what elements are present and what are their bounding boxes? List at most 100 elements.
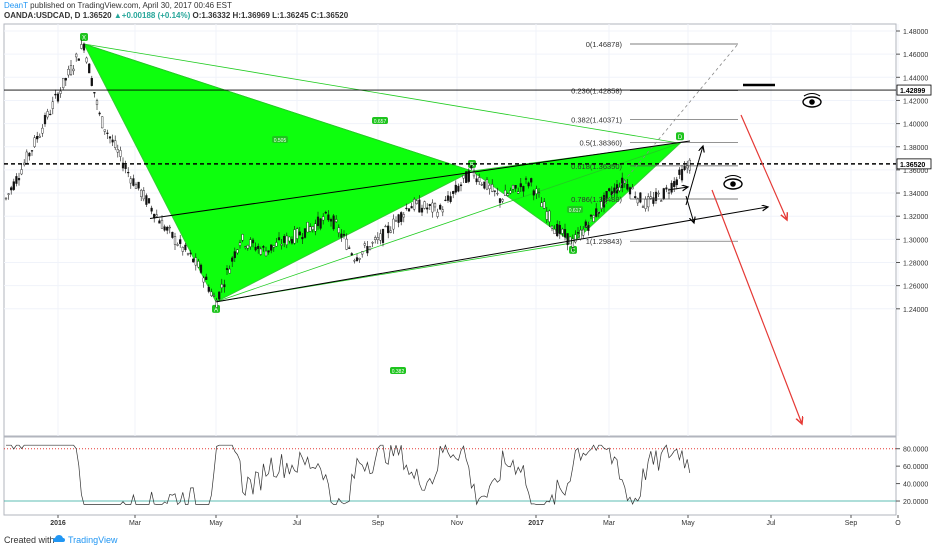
candle-body <box>548 210 551 222</box>
candle-body <box>179 239 182 244</box>
rsi-pane[interactable] <box>3 436 897 516</box>
candle-body <box>439 204 442 210</box>
ratio-badge <box>390 367 406 374</box>
candle-body <box>389 230 392 233</box>
candle-body <box>342 234 346 236</box>
ratio-label: 0.617 <box>569 208 582 214</box>
x-tick-label: Mar <box>129 520 142 527</box>
candle-body <box>550 225 554 229</box>
ratio-badge <box>567 206 583 213</box>
candle-body <box>358 258 361 260</box>
candle-body <box>530 178 533 183</box>
candle-body <box>329 219 333 222</box>
candle-body <box>647 196 650 208</box>
candle-body <box>683 166 686 170</box>
candle-body <box>366 246 369 254</box>
candle-body <box>30 150 34 152</box>
tradingview-cloud-icon <box>53 535 65 542</box>
candle-body <box>485 179 489 190</box>
candle-body <box>15 176 18 184</box>
ohlc-values: O:1.36332 H:1.36969 L:1.36245 C:1.36520 <box>192 11 349 20</box>
candle-body <box>264 250 268 257</box>
candle-body <box>589 214 593 217</box>
candle-body <box>129 178 132 184</box>
candle-body <box>82 43 86 51</box>
candle-body <box>519 183 522 188</box>
candle-body <box>639 192 642 203</box>
candle-body <box>69 65 73 75</box>
fib-level-label: 0(1.46878) <box>586 40 623 49</box>
candle-body <box>532 190 535 196</box>
candle-body <box>145 195 148 205</box>
candle-body <box>67 69 70 76</box>
candle-body <box>36 136 39 140</box>
candle-body <box>322 216 325 221</box>
symbol-info: OANDA:USDCAD, D 1.36520 ▲+0.00188 (+0.14… <box>4 11 348 21</box>
candle-body <box>433 203 437 208</box>
candle-body <box>527 182 530 187</box>
candle-body <box>249 239 252 247</box>
candle-body <box>155 214 158 217</box>
candle-body <box>634 196 637 198</box>
candle-body <box>400 212 403 222</box>
candle-body <box>511 185 515 190</box>
candle-body <box>220 284 223 288</box>
last-price: 1.36520 <box>82 11 112 20</box>
candle-body <box>212 295 216 297</box>
candle-body <box>472 171 476 177</box>
candle-body <box>652 197 655 204</box>
tradingview-brand-link[interactable]: TradingView <box>68 535 118 545</box>
candle-body <box>673 181 676 187</box>
candle-body <box>415 200 418 204</box>
candle-body <box>77 58 80 61</box>
author-link[interactable]: DeanT <box>4 1 28 10</box>
candle-body <box>225 268 229 270</box>
candle-body <box>665 187 668 190</box>
up-arrow-icon: ▲ <box>113 11 122 20</box>
candle-body <box>444 199 447 201</box>
published-text: published on TradingView.com, April 30, … <box>27 1 232 10</box>
candle-body <box>610 191 613 196</box>
candle-body <box>381 229 385 243</box>
candle-body <box>85 57 88 63</box>
chart-header: DeanT published on TradingView.com, Apri… <box>0 0 932 22</box>
candle-body <box>537 192 541 194</box>
candle-body <box>142 190 145 200</box>
x-tick-label: May <box>681 520 695 527</box>
candle-body <box>244 246 247 248</box>
ratio-label: 0.382 <box>392 369 405 375</box>
candle-body <box>418 199 421 213</box>
point-c-label: C <box>571 248 576 254</box>
candle-body <box>348 247 351 249</box>
candle-body <box>623 180 626 184</box>
candle-body <box>28 152 31 157</box>
candle-body <box>202 277 205 283</box>
rsi-y-label: 60.0000 <box>903 464 928 471</box>
x-tick-label: 2016 <box>50 520 66 527</box>
short-arrow-1 <box>740 114 787 220</box>
candle-body <box>660 200 663 202</box>
candle-body <box>379 233 382 241</box>
candle-body <box>324 211 327 214</box>
candle-body <box>277 237 281 241</box>
candle-body <box>106 132 109 134</box>
candle-body <box>173 236 177 245</box>
point-x-badge <box>80 32 88 41</box>
candle-body <box>602 195 606 208</box>
candle-body <box>296 228 299 239</box>
price-change: +0.00188 (+0.14%) <box>121 11 191 20</box>
candle-body <box>397 214 400 223</box>
candle-body <box>465 171 468 183</box>
candle-body <box>576 232 580 234</box>
candle-body <box>166 226 169 231</box>
candle-body <box>556 224 559 237</box>
candle-body <box>407 208 411 212</box>
candle-body <box>199 264 203 273</box>
candle-body <box>506 193 509 196</box>
candle-body <box>301 237 304 240</box>
candle-body <box>280 244 283 246</box>
x-tick-label: Sep <box>372 520 385 527</box>
candle-body <box>649 196 652 199</box>
point-b-badge <box>468 160 476 169</box>
